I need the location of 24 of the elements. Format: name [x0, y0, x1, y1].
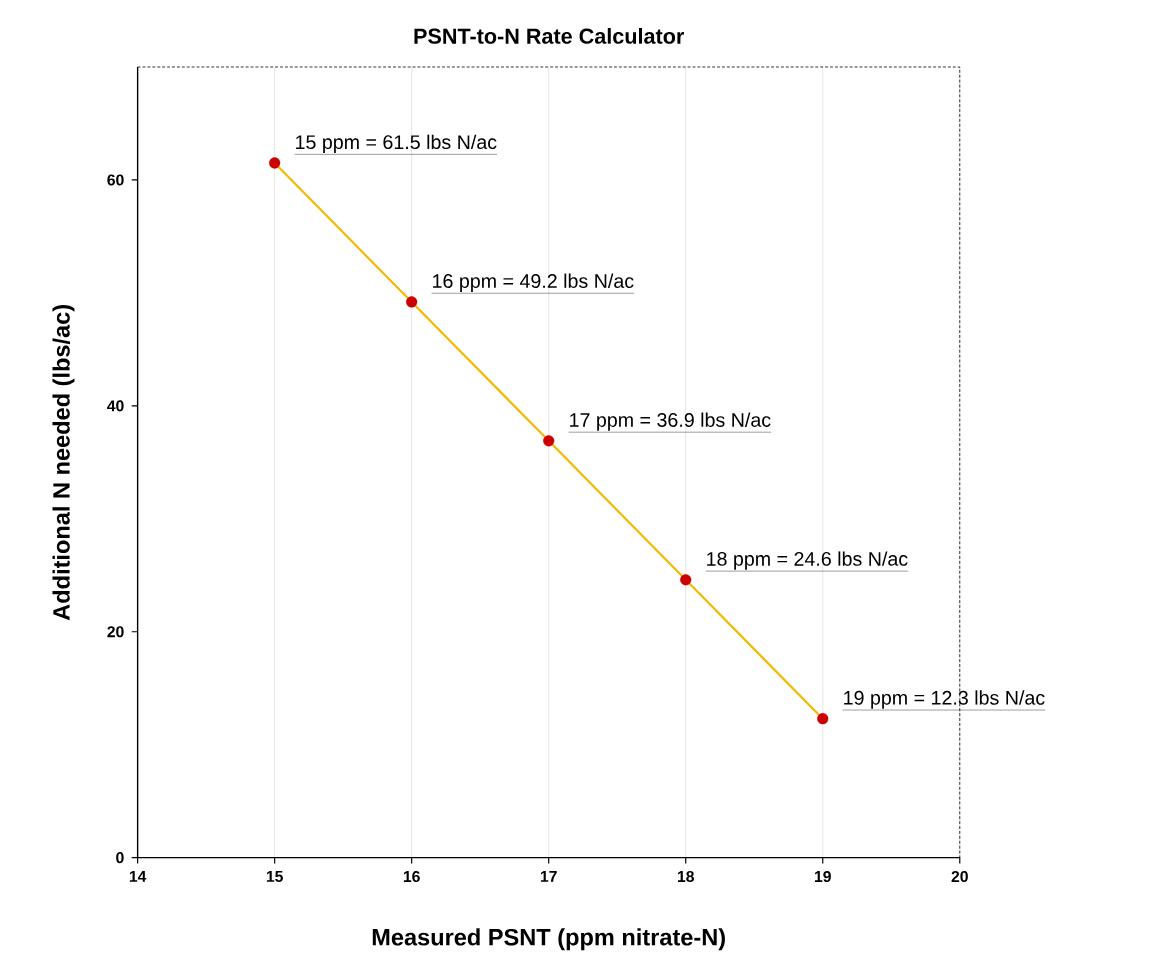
annotation: 16 ppm = 49.2 lbs N/ac — [433, 273, 634, 292]
x-axis-title: Measured PSNT (ppm nitrate-N) — [372, 928, 725, 951]
y-axis-title: Additional N needed (lbs/ac) — [52, 305, 75, 621]
annotation: 17 ppm = 36.9 lbs N/ac — [570, 412, 771, 431]
y-tick-label: 60 — [107, 174, 124, 186]
x-tick-label: 15 — [266, 871, 283, 882]
point — [817, 713, 829, 725]
chart-title: PSNT-to-N Rate Calculator — [414, 28, 685, 44]
point — [543, 435, 555, 447]
x-tick-label: 18 — [677, 871, 694, 883]
point — [269, 157, 281, 169]
annotation: 18 ppm = 24.6 lbs N/ac — [707, 551, 908, 570]
x-tick-label: 19 — [815, 871, 831, 883]
y-tick-label: 20 — [107, 626, 124, 638]
x-tick-label: 14 — [129, 871, 147, 882]
annotation: 15 ppm = 61.5 lbs N/ac — [296, 134, 497, 154]
y-tick-label: 0 — [116, 852, 124, 864]
x-tick-label: 17 — [540, 871, 557, 882]
point — [680, 574, 692, 586]
annotation: 19 ppm = 12.3 lbs N/ac — [844, 690, 1045, 709]
x-tick-label: 16 — [403, 871, 420, 883]
x-tick-label: 20 — [951, 871, 968, 883]
y-tick-label: 40 — [107, 400, 124, 412]
point — [406, 296, 418, 308]
